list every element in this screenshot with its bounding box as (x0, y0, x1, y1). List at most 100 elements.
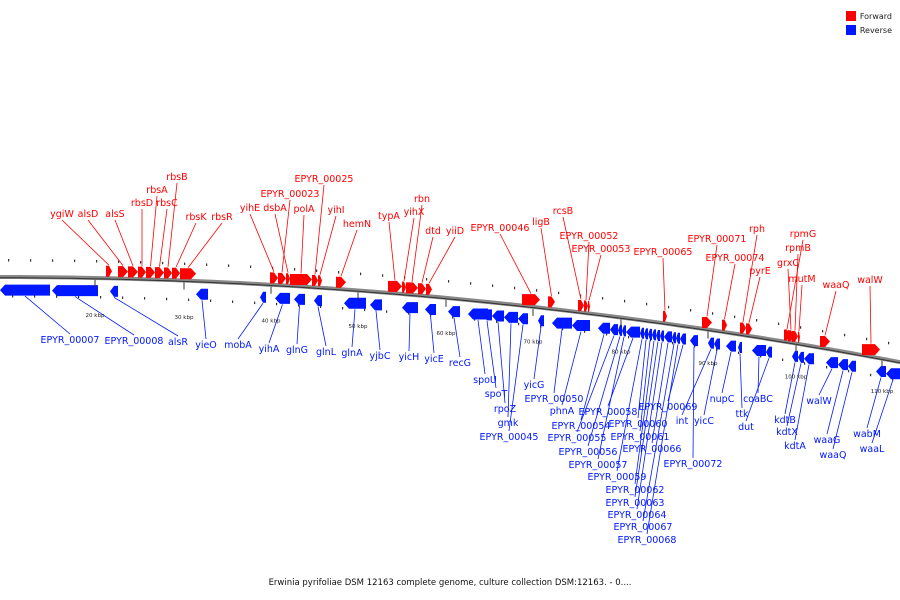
reverse-leader-line (607, 337, 634, 407)
reverse-gene-epyr-00072-36 (690, 335, 698, 347)
reverse-gene-glng-6 (294, 293, 305, 305)
reverse-gene-label-nupc-39: nupC (710, 394, 735, 405)
reverse-gene-label-epyr-00066-32: EPYR_00066 (623, 444, 682, 455)
forward-gene-rbsc (155, 267, 164, 279)
reverse-track-dot (452, 316, 454, 319)
forward-gene-label-rbsd: rbsD (131, 198, 153, 209)
reverse-gene-label-kdta-45: kdtA (784, 441, 806, 452)
forward-gene-label-rbsr: rbsR (211, 212, 233, 223)
forward-track-dot (668, 305, 670, 309)
map-caption: Erwinia pyrifoliae DSM 12163 complete ge… (268, 578, 632, 588)
reverse-gene-glnl-7 (314, 295, 322, 307)
reverse-gene-alsr-2 (110, 285, 118, 297)
forward-gene-epyr-00023 (278, 272, 286, 284)
reverse-track-dot (848, 369, 850, 373)
forward-leader-line (159, 208, 168, 267)
forward-gene-epyr-00025 (312, 274, 318, 286)
forward-gene-label-epyr-00052: EPYR_00052 (560, 231, 619, 242)
reverse-gene-label-epyr-00054-21: EPYR_00054 (552, 421, 611, 432)
reverse-gene-kdtx-44 (798, 351, 804, 363)
reverse-leader-line (826, 370, 844, 435)
scale-tick-label: 100 kbp (785, 375, 808, 381)
reverse-gene-epyr-00054-21 (598, 322, 610, 334)
forward-track-dot (140, 261, 142, 264)
reverse-leader-line (430, 315, 435, 354)
forward-gene-label-epyr-00046: EPYR_00046 (471, 223, 530, 234)
forward-gene-waaq (820, 335, 830, 347)
reverse-gene-epyr-00045-17 (518, 313, 528, 325)
reverse-gene-label-epyr-00045-17: EPYR_00045 (480, 432, 539, 443)
forward-gene-rbn (406, 282, 418, 294)
forward-gene-rbsr (180, 268, 196, 280)
forward-track-dot (118, 260, 120, 263)
reverse-gene-epyr-00060-27 (644, 328, 648, 340)
forward-gene-label-hemn: hemN (343, 219, 371, 230)
reverse-track-dot (276, 302, 278, 306)
reverse-track-dot (628, 335, 630, 339)
forward-gene-label-epyr-00023: EPYR_00023 (261, 189, 320, 200)
forward-leader-line (798, 284, 803, 332)
forward-gene-pyre (746, 323, 752, 335)
reverse-gene-label-yieo-3: yieO (195, 340, 217, 351)
reverse-gene-epyr-00059-26 (640, 327, 644, 339)
reverse-leader-line (453, 317, 461, 358)
forward-track-dot (30, 259, 32, 262)
reverse-leader-line (667, 344, 684, 402)
forward-track-dot (184, 262, 186, 266)
reverse-gene-phna-20 (572, 319, 590, 331)
forward-leader-line (540, 227, 552, 296)
reverse-track-dot (298, 304, 300, 307)
forward-gene-rbsk (172, 267, 180, 279)
forward-leader-line (388, 221, 396, 281)
forward-leader-line (421, 236, 434, 283)
reverse-track-dot (716, 348, 718, 351)
reverse-gene-label-yice-11: yicE (424, 354, 444, 365)
reverse-gene-label-gmk-16: gmk (498, 418, 519, 429)
reverse-leader-line (237, 303, 264, 340)
reverse-leader-line (634, 341, 659, 498)
scale-tick-label: 40 kbp (262, 319, 281, 325)
forward-leader-line (706, 244, 718, 317)
reverse-gene-gmk-16 (504, 311, 518, 323)
reverse-gene-label-phna-20: phnA (550, 406, 575, 417)
reverse-gene-label-spou-13: spoU (473, 375, 497, 386)
reverse-gene-label-yicc-38: yicC (694, 416, 714, 427)
reverse-track-dot (540, 325, 542, 328)
forward-track-dot (646, 302, 648, 306)
reverse-gene-label-ttk-40: ttk (736, 409, 749, 420)
reverse-track-dot (760, 355, 762, 358)
forward-leader-line (794, 253, 799, 331)
forward-track-dot (360, 272, 362, 276)
reverse-gene-epyr-00063-30 (656, 329, 660, 341)
forward-track-dot (602, 297, 604, 300)
forward-leader-line (824, 290, 837, 336)
forward-gene-label-rpmb: rpmB (785, 243, 811, 254)
reverse-gene-epyr-00007-0 (0, 284, 50, 296)
reverse-leader-line (681, 348, 712, 416)
forward-leader-line (499, 233, 532, 294)
reverse-track-dot (210, 299, 212, 302)
forward-gene-label-typa: typA (378, 211, 400, 222)
scale-tick-label: 30 kbp (175, 315, 194, 321)
forward-track-dot (162, 261, 164, 265)
forward-track-dot (52, 259, 54, 262)
reverse-leader-line (818, 368, 833, 396)
forward-gene-label-yiid: yiiD (446, 226, 464, 237)
forward-gene-label-rbn: rbn (414, 194, 430, 205)
reverse-gene-label-dut-42: dut (738, 422, 754, 433)
reverse-track-dot (144, 297, 146, 300)
forward-gene-label-rph: rph (749, 224, 765, 235)
reverse-gene-label-waaq-48: waaQ (820, 450, 847, 461)
reverse-leader-line (739, 353, 743, 409)
forward-gene-label-yihi: yihI (327, 205, 344, 216)
reverse-leader-line (553, 329, 563, 394)
reverse-track-dot (364, 308, 366, 312)
forward-gene-label-grxc: grxC (777, 258, 799, 269)
forward-track-dot (690, 308, 692, 312)
forward-gene-label-dsba: dsbA (263, 203, 287, 214)
forward-leader-line (167, 182, 178, 268)
forward-track-dot (228, 264, 230, 267)
forward-leader-line (588, 254, 602, 301)
reverse-gene-label-yiha-5: yihA (259, 344, 280, 355)
